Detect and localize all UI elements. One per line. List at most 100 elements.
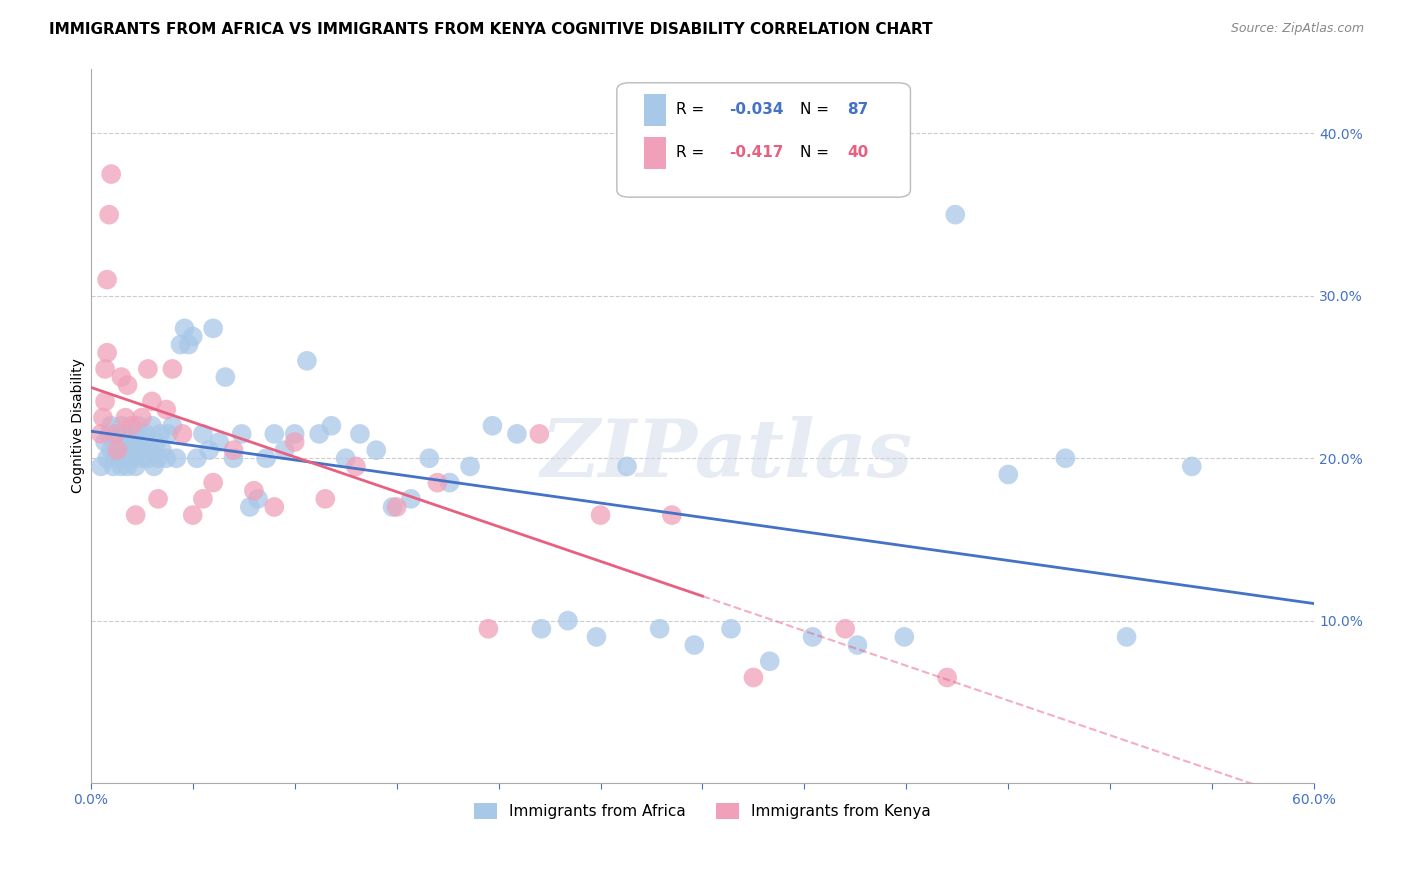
Point — [124, 459, 146, 474]
Point — [146, 491, 169, 506]
Point — [136, 451, 159, 466]
Point — [1181, 459, 1204, 474]
Point — [121, 451, 143, 466]
Point — [308, 426, 330, 441]
Point — [91, 410, 114, 425]
Point — [399, 491, 422, 506]
Point — [381, 500, 404, 514]
Text: R =: R = — [675, 145, 709, 161]
Point — [121, 426, 143, 441]
Point — [157, 426, 180, 441]
Point — [94, 362, 117, 376]
Point — [943, 208, 966, 222]
Point — [177, 337, 200, 351]
Point — [366, 443, 388, 458]
Point — [110, 418, 132, 433]
Point — [114, 426, 136, 441]
Point — [165, 451, 187, 466]
Point — [98, 426, 121, 441]
Point — [191, 426, 214, 441]
Point — [121, 418, 143, 433]
Point — [557, 614, 579, 628]
Point — [801, 630, 824, 644]
Point — [117, 378, 139, 392]
Point — [616, 459, 638, 474]
Point — [477, 622, 499, 636]
Point — [335, 451, 357, 466]
Point — [155, 402, 177, 417]
Point — [150, 443, 173, 458]
Point — [100, 418, 122, 433]
Point — [112, 451, 135, 466]
Point — [118, 435, 141, 450]
Point — [135, 426, 157, 441]
Point — [254, 451, 277, 466]
Point — [117, 459, 139, 474]
Point — [108, 443, 131, 458]
Point — [104, 426, 127, 441]
Point — [169, 337, 191, 351]
Point — [1115, 630, 1137, 644]
Point — [96, 345, 118, 359]
Point — [222, 443, 245, 458]
Text: 40: 40 — [846, 145, 868, 161]
Point — [127, 418, 149, 433]
Text: IMMIGRANTS FROM AFRICA VS IMMIGRANTS FROM KENYA COGNITIVE DISABILITY CORRELATION: IMMIGRANTS FROM AFRICA VS IMMIGRANTS FRO… — [49, 22, 932, 37]
Point — [141, 418, 163, 433]
Point — [530, 622, 553, 636]
Point — [98, 208, 121, 222]
Point — [90, 459, 112, 474]
Point — [344, 459, 367, 474]
Point — [104, 435, 127, 450]
Point — [295, 354, 318, 368]
Point — [834, 622, 856, 636]
Point — [997, 467, 1019, 482]
Point — [103, 459, 125, 474]
Point — [936, 671, 959, 685]
Point — [418, 451, 440, 466]
Point — [202, 321, 225, 335]
Point — [162, 362, 184, 376]
Point — [506, 426, 529, 441]
Point — [222, 451, 245, 466]
FancyBboxPatch shape — [644, 94, 666, 126]
Point — [117, 443, 139, 458]
Point — [720, 622, 742, 636]
Point — [1054, 451, 1077, 466]
Point — [321, 418, 343, 433]
Point — [162, 418, 184, 433]
Point — [239, 500, 262, 514]
Point — [139, 443, 162, 458]
Point — [231, 426, 253, 441]
Point — [529, 426, 551, 441]
Point — [585, 630, 607, 644]
Point — [458, 459, 481, 474]
Point — [208, 435, 231, 450]
Point — [141, 394, 163, 409]
Y-axis label: Cognitive Disability: Cognitive Disability — [72, 359, 86, 493]
Point — [181, 508, 204, 522]
Point — [191, 491, 214, 506]
Point — [758, 654, 780, 668]
Point — [100, 167, 122, 181]
Point — [90, 426, 112, 441]
Point — [589, 508, 612, 522]
Point — [94, 394, 117, 409]
Point — [263, 500, 285, 514]
Point — [426, 475, 449, 490]
Point — [128, 443, 150, 458]
Point — [214, 370, 236, 384]
Point — [136, 362, 159, 376]
Text: ZIPatlas: ZIPatlas — [541, 416, 912, 493]
Point — [124, 508, 146, 522]
Point — [186, 451, 208, 466]
Point — [155, 451, 177, 466]
Point — [105, 426, 128, 441]
Point — [172, 426, 194, 441]
Text: 87: 87 — [846, 103, 868, 118]
FancyBboxPatch shape — [644, 136, 666, 169]
Point — [661, 508, 683, 522]
Legend: Immigrants from Africa, Immigrants from Kenya: Immigrants from Africa, Immigrants from … — [468, 797, 938, 825]
Point — [648, 622, 671, 636]
Point — [131, 410, 153, 425]
